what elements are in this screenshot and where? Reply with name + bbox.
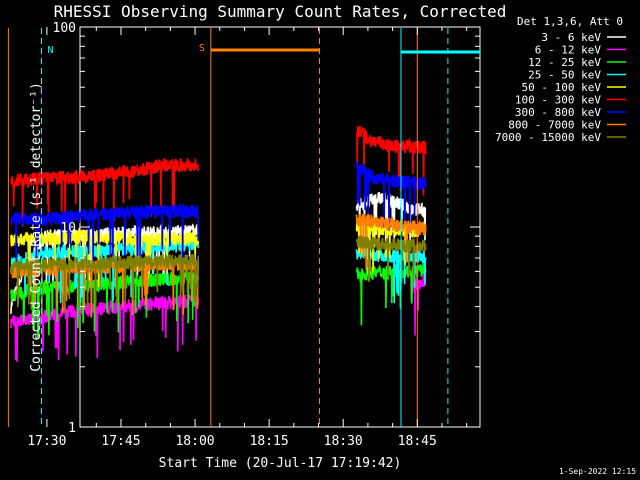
saa-flag-label: S <box>199 43 205 54</box>
series-line-300-800kev-2 <box>355 160 427 231</box>
legend-label-4: 25 - 50 keV <box>528 69 601 82</box>
series-line-7000-15000kev-2 <box>355 233 427 283</box>
y-axis-label: Corrected Count Rate (s⁻¹ detector⁻¹) <box>29 82 44 372</box>
y-tick-label-2: 10 <box>60 221 76 236</box>
night-flag-label: N <box>47 45 53 56</box>
series-line-100-300kev-2 <box>355 125 427 196</box>
x-tick-label-1: 17:30 <box>27 434 66 449</box>
series-line-7000-15000kev-1 <box>10 253 199 317</box>
legend-label-2: 6 - 12 keV <box>535 44 602 57</box>
y-axis: 1 10 100 <box>53 21 480 436</box>
y-tick-label-1: 1 <box>68 421 76 436</box>
series-line-50-100kev-1 <box>10 228 199 288</box>
x-tick-label-5: 18:30 <box>324 434 363 449</box>
legend-label-8: 800 - 7000 keV <box>508 119 601 132</box>
x-tick-label-6: 18:45 <box>398 434 437 449</box>
series-line-800-7000kev-2 <box>355 213 427 270</box>
legend-label-1: 3 - 6 keV <box>541 31 601 44</box>
legend-label-6: 100 - 300 keV <box>515 94 601 107</box>
x-axis: 17:30 17:45 18:00 18:15 18:30 18:45 <box>27 27 468 449</box>
x-tick-label-3: 18:00 <box>175 434 214 449</box>
x-tick-label-2: 17:45 <box>101 434 140 449</box>
legend-label-9: 7000 - 15000 keV <box>495 131 601 144</box>
series-line-100-300kev-1 <box>10 157 199 227</box>
legend-label-5: 50 - 100 keV <box>522 81 602 94</box>
chart-title: RHESSI Observing Summary Count Rates, Co… <box>54 2 507 21</box>
footer-timestamp: 1-Sep-2022 12:15 <box>559 467 636 476</box>
legend-label-3: 12 - 25 keV <box>528 56 601 69</box>
x-axis-label: Start Time (20-Jul-17 17:19:42) <box>159 456 402 471</box>
x-tick-label-4: 18:15 <box>250 434 289 449</box>
series-line-6-12kev-2 <box>410 272 427 336</box>
legend-title: Det 1,3,6, Att 0 <box>517 15 623 28</box>
y-tick-label-3: 100 <box>53 21 76 36</box>
legend-label-7: 300 - 800 keV <box>515 106 601 119</box>
series-line-300-800kev-1 <box>10 202 199 266</box>
